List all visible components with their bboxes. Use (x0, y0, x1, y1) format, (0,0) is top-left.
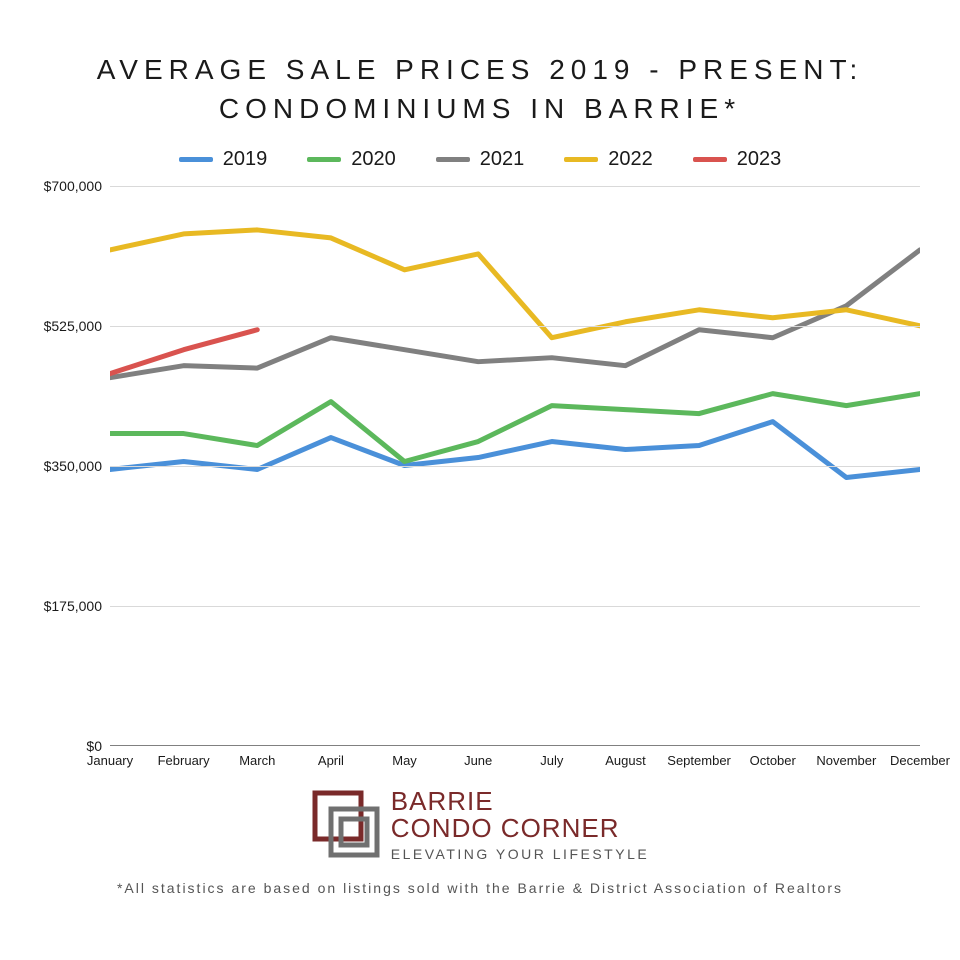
legend-swatch (564, 157, 598, 162)
title-line-2: CONDOMINIUMS IN BARRIE* (0, 89, 960, 128)
legend-label: 2022 (608, 148, 653, 171)
x-tick-label: May (392, 745, 417, 768)
x-tick-label: June (464, 745, 492, 768)
gridline (110, 606, 920, 607)
x-tick-label: March (239, 745, 275, 768)
gridline (110, 466, 920, 467)
footnote: *All statistics are based on listings so… (0, 880, 960, 896)
legend-item: 2022 (564, 148, 653, 171)
legend-item: 2020 (307, 148, 396, 171)
title-line-1: AVERAGE SALE PRICES 2019 - PRESENT: (0, 50, 960, 89)
legend-swatch (436, 157, 470, 162)
legend-item: 2019 (179, 148, 268, 171)
x-tick-label: September (667, 745, 731, 768)
legend-label: 2021 (480, 148, 525, 171)
legend-swatch (693, 157, 727, 162)
gridline (110, 186, 920, 187)
series-line-2019 (110, 422, 920, 478)
logo-line-3: ELEVATING YOUR LIFESTYLE (391, 846, 649, 862)
gridline (110, 326, 920, 327)
legend-item: 2023 (693, 148, 782, 171)
logo-mark-icon (311, 789, 381, 859)
chart-container: $0$175,000$350,000$525,000$700,000Januar… (40, 186, 920, 746)
series-line-2022 (110, 230, 920, 338)
x-tick-label: December (890, 745, 950, 768)
legend-label: 2019 (223, 148, 268, 171)
logo: BARRIE CONDO CORNER ELEVATING YOUR LIFES… (0, 786, 960, 862)
x-tick-label: August (605, 745, 645, 768)
logo-line-2: CONDO CORNER (391, 813, 649, 844)
x-tick-label: November (816, 745, 876, 768)
x-tick-label: July (540, 745, 563, 768)
y-tick-label: $175,000 (44, 598, 110, 614)
y-tick-label: $700,000 (44, 178, 110, 194)
x-tick-label: January (87, 745, 133, 768)
x-tick-label: April (318, 745, 344, 768)
x-tick-label: October (750, 745, 796, 768)
y-tick-label: $350,000 (44, 458, 110, 474)
chart-title: AVERAGE SALE PRICES 2019 - PRESENT: COND… (0, 0, 960, 128)
legend-swatch (307, 157, 341, 162)
legend-swatch (179, 157, 213, 162)
logo-text: BARRIE CONDO CORNER ELEVATING YOUR LIFES… (391, 786, 649, 862)
legend-label: 2023 (737, 148, 782, 171)
plot-area: $0$175,000$350,000$525,000$700,000Januar… (110, 186, 920, 746)
legend: 2019 2020 2021 2022 2023 (0, 148, 960, 171)
x-tick-label: February (158, 745, 210, 768)
legend-item: 2021 (436, 148, 525, 171)
y-tick-label: $525,000 (44, 318, 110, 334)
legend-label: 2020 (351, 148, 396, 171)
